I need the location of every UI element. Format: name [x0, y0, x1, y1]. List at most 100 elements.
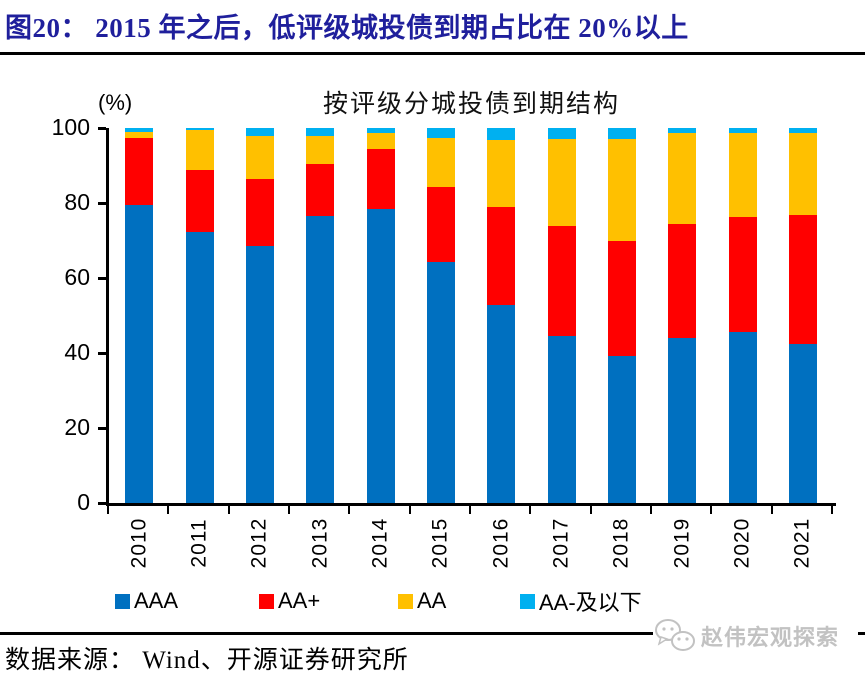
- y-tick: [98, 202, 106, 205]
- bar-2011: [185, 128, 214, 503]
- bar-2017: [547, 128, 576, 503]
- figure-title: 图20： 2015 年之后，低评级城投债到期占比在 20%以上: [5, 13, 689, 43]
- bar-segment-AAA-2014: [366, 208, 395, 503]
- bar-segment-AA+-2012: [245, 179, 274, 246]
- x-tick: [348, 506, 351, 514]
- bar-segment-AA-及以下-2016: [487, 128, 516, 140]
- x-axis-label-2013: 2013: [288, 511, 352, 575]
- x-tick: [408, 506, 411, 514]
- x-tick: [710, 506, 713, 514]
- bar-2019: [668, 128, 697, 503]
- x-tick: [770, 506, 773, 514]
- bar-2020: [728, 128, 757, 503]
- x-axis-line: [106, 503, 836, 506]
- x-tick: [589, 506, 592, 514]
- bar-segment-AAA-2021: [788, 344, 817, 503]
- legend-item-AAA: AAA: [115, 588, 178, 613]
- bar-segment-AA+-2015: [426, 186, 455, 262]
- percent-unit-label: (%): [98, 90, 133, 115]
- bar-segment-AA+-2014: [366, 149, 395, 209]
- bar-2010: [125, 128, 154, 503]
- bar-segment-AAA-2020: [728, 331, 757, 503]
- bar-2014: [366, 128, 395, 503]
- bar-segment-AA-及以下-2012: [245, 128, 274, 136]
- watermark-text: 赵伟宏观探索: [701, 625, 840, 650]
- legend-item-AA+: AA+: [259, 588, 321, 613]
- bar-segment-AA-及以下-2011: [185, 128, 214, 131]
- bar-segment-AAA-2018: [607, 356, 636, 503]
- x-axis-label-text: 2014: [368, 517, 392, 569]
- legend-item-AA: AA: [398, 588, 446, 613]
- y-tick-label: 80: [64, 189, 90, 215]
- x-tick: [167, 506, 170, 514]
- bar-segment-AAA-2015: [426, 261, 455, 503]
- bar-segment-AA-及以下-2014: [366, 128, 395, 134]
- bar-segment-AAA-2011: [185, 232, 214, 503]
- x-axis-label-text: 2021: [790, 517, 814, 569]
- x-tick: [288, 506, 290, 514]
- bar-segment-AA-及以下-2021: [788, 128, 817, 134]
- x-axis-label-text: 2020: [730, 517, 754, 569]
- watermark: 赵伟宏观探索: [653, 614, 858, 658]
- bar-segment-AA+-2016: [487, 207, 516, 305]
- y-tick: [98, 127, 106, 130]
- legend-label: AA-及以下: [539, 590, 642, 615]
- x-axis-label-text: 2016: [489, 517, 513, 569]
- bar-2018: [607, 128, 636, 503]
- bar-segment-AA-2012: [245, 135, 274, 179]
- x-tick: [650, 506, 652, 514]
- bar-segment-AA-及以下-2018: [607, 128, 636, 139]
- bar-segment-AA-2016: [487, 139, 516, 208]
- bar-segment-AA-2013: [306, 135, 335, 164]
- bar-segment-AA+-2017: [547, 226, 576, 337]
- x-axis-label-text: 2018: [609, 517, 633, 569]
- bar-2016: [487, 128, 516, 503]
- x-tick: [831, 506, 833, 514]
- bar-segment-AA-2014: [366, 133, 395, 149]
- bar-segment-AA-2018: [607, 138, 636, 242]
- bar-2015: [426, 128, 455, 503]
- bar-segment-AA-及以下-2019: [668, 128, 697, 134]
- bar-segment-AAA-2012: [245, 245, 274, 503]
- bar-segment-AA-2011: [185, 130, 214, 170]
- bar-2013: [306, 128, 335, 503]
- bar-segment-AA+-2021: [788, 215, 817, 344]
- x-axis-label-2015: 2015: [409, 511, 473, 575]
- title-divider: [0, 52, 865, 55]
- x-axis-label-2020: 2020: [711, 511, 775, 575]
- bar-segment-AA+-2011: [185, 170, 214, 233]
- x-axis-label-text: 2017: [549, 517, 573, 569]
- bar-segment-AA+-2018: [607, 241, 636, 357]
- bar-segment-AAA-2019: [668, 337, 697, 503]
- legend-swatch: [520, 593, 535, 609]
- bar-segment-AA-2010: [125, 132, 154, 139]
- bar-segment-AA+-2010: [125, 138, 154, 205]
- source-divider: [0, 632, 865, 635]
- x-axis-label-2011: 2011: [168, 511, 232, 575]
- y-tick-label: 40: [64, 339, 90, 365]
- bar-2012: [245, 128, 274, 503]
- bar-segment-AA-及以下-2017: [547, 128, 576, 140]
- bar-segment-AAA-2010: [125, 204, 154, 503]
- bar-segment-AA+-2013: [306, 164, 335, 217]
- x-tick: [107, 506, 109, 514]
- x-tick: [469, 506, 471, 514]
- chart-title: 按评级分城投债到期结构: [322, 91, 620, 118]
- x-axis-label-2014: 2014: [349, 511, 413, 575]
- y-tick: [98, 352, 106, 355]
- x-tick: [227, 506, 230, 514]
- legend-label: AA+: [278, 588, 321, 613]
- legend-swatch: [115, 593, 130, 609]
- x-axis-label-2019: 2019: [650, 511, 714, 575]
- legend-swatch: [398, 593, 413, 609]
- bar-segment-AA-2021: [788, 133, 817, 216]
- bar-segment-AAA-2013: [306, 216, 335, 503]
- x-tick: [529, 506, 532, 514]
- y-tick: [98, 277, 106, 280]
- bar-2021: [788, 128, 817, 503]
- y-tick-label: 100: [51, 114, 90, 140]
- bar-segment-AAA-2016: [487, 305, 516, 503]
- y-tick-label: 0: [77, 489, 90, 515]
- bar-segment-AA-及以下-2020: [728, 128, 757, 133]
